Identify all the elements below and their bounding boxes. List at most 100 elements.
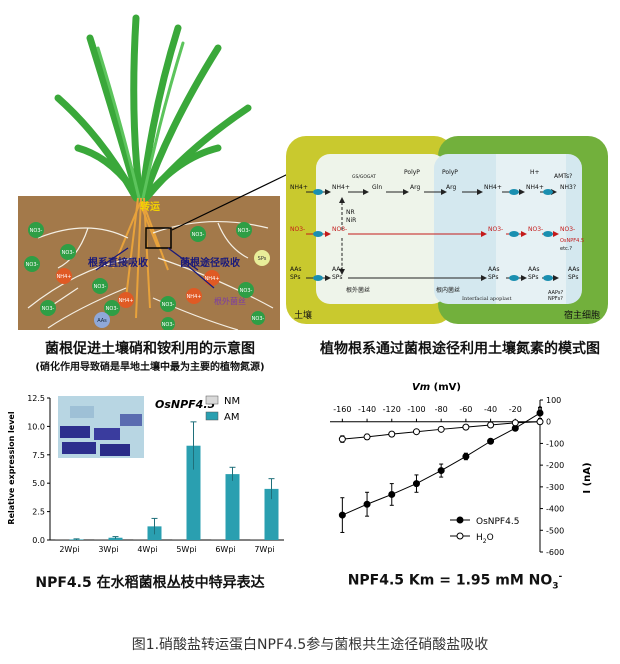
svg-text:NH4+: NH4+ <box>205 276 220 282</box>
svg-text:NH4+: NH4+ <box>57 274 72 280</box>
legend-label: NM <box>224 396 240 407</box>
svg-text:PolyP: PolyP <box>404 169 420 176</box>
data-point <box>536 409 544 417</box>
mycorrhiza-schematic: NO3- NO3- NO3- NH4+ NO3- NO3- NH4+ NO3- … <box>18 14 280 330</box>
data-point <box>462 423 470 431</box>
svg-text:NH4+: NH4+ <box>187 294 202 300</box>
y-tick-label: 0 <box>546 418 551 427</box>
svg-text:AAs: AAs <box>528 266 540 273</box>
bar-nm <box>211 539 226 541</box>
bar-am <box>264 488 279 540</box>
svg-text:NPFs?: NPFs? <box>548 296 563 302</box>
data-point <box>437 467 445 475</box>
svg-text:NO3-: NO3- <box>252 316 265 322</box>
svg-text:Arg: Arg <box>410 184 420 191</box>
y-tick-label: 100 <box>546 396 561 405</box>
y-tick-label: -300 <box>546 483 564 492</box>
svg-text:AAPs?: AAPs? <box>548 290 564 296</box>
legend-label: OsNPF4.5 <box>476 517 519 527</box>
y-axis-label: I (nA) <box>582 462 593 493</box>
nitrogen-pathway-model: NH4+ NH4+ GS/GOGAT Gln Arg Arg PolyP Pol… <box>286 136 608 324</box>
y-tick-label: -100 <box>546 439 564 448</box>
data-point <box>338 511 346 519</box>
data-point <box>412 428 420 436</box>
bar-am <box>186 445 201 540</box>
svg-text:SPs: SPs <box>290 274 300 281</box>
svg-text:NiR: NiR <box>346 217 356 224</box>
svg-text:NO3-: NO3- <box>62 250 75 256</box>
intra-hyphae-label: 根内菌丝 <box>436 286 460 294</box>
inset-title: OsNPF4.5 <box>155 398 216 411</box>
expression-bar-chart: Relative expression level 0.0 2.5 5.0 7.5 10… <box>7 394 284 554</box>
data-point <box>487 437 495 445</box>
svg-text:NO3-: NO3- <box>240 288 253 294</box>
host-cell-label: 宿主细胞 <box>564 309 600 321</box>
x-tick-label: -80 <box>435 405 448 414</box>
svg-text:NO3-: NO3- <box>106 306 119 312</box>
svg-text:PolyP: PolyP <box>442 169 458 176</box>
direct-uptake-label: 根系直接吸收 <box>88 256 148 269</box>
legend-swatch <box>205 395 219 405</box>
svg-text:NO3-: NO3- <box>42 306 55 312</box>
y-tick-label: 12.5 <box>27 394 45 403</box>
highlight-box <box>145 227 172 249</box>
data-point <box>511 419 519 427</box>
svg-text:SPs: SPs <box>528 274 538 281</box>
y-tick-label: 7.5 <box>32 451 45 460</box>
data-point <box>363 433 371 441</box>
hyphae-label: 根外菌丝 <box>346 286 370 294</box>
x-tick-label: 5Wpi <box>176 545 196 554</box>
soil-label: 土壤 <box>294 309 312 321</box>
panel-b-caption: 植物根系通过菌根途径利用土壤氮素的模式图 <box>320 341 600 357</box>
x-tick-label: -120 <box>383 405 401 414</box>
svg-text:NO3-: NO3- <box>488 226 503 233</box>
svg-text:NO3-: NO3- <box>560 226 575 233</box>
panel-a-subcaption: (硝化作用导致硝是旱地土壤中最为主要的植物氮源) <box>35 362 265 373</box>
ion-markers: NO3- NO3- NO3- NH4+ NO3- NO3- NH4+ NO3- … <box>24 222 270 330</box>
data-point <box>388 490 396 498</box>
x-tick-label: 2Wpi <box>59 545 79 554</box>
svg-text:SPs: SPs <box>488 274 498 281</box>
data-point <box>363 500 371 508</box>
svg-text:NH3?: NH3? <box>560 184 576 191</box>
x-tick-label: -20 <box>509 405 522 414</box>
svg-text:AAs: AAs <box>568 266 580 273</box>
legend-label: H2O <box>476 533 494 545</box>
svg-text:OsNPF4.5: OsNPF4.5 <box>560 238 584 244</box>
bar-nm <box>250 539 265 541</box>
y-tick-label: -400 <box>546 505 564 514</box>
x-tick-label: -100 <box>407 405 425 414</box>
data-point <box>462 452 470 460</box>
legend-marker <box>456 532 464 540</box>
x-tick-label: -60 <box>459 405 472 414</box>
svg-text:NO3-: NO3- <box>238 228 251 234</box>
legend-label: AM <box>224 412 239 423</box>
svg-text:NO3-: NO3- <box>162 322 175 328</box>
iv-curve-chart: Vm (mV) I (nA) -160 -140 -120 -100 -80 -60 -40… <box>330 382 593 557</box>
y-tick-label: 2.5 <box>32 508 45 517</box>
svg-text:NO3-: NO3- <box>30 228 43 234</box>
svg-text:NO3-: NO3- <box>528 226 543 233</box>
bar-nm <box>94 539 109 541</box>
x-tick-label: -160 <box>333 405 351 414</box>
x-tick-label: 7Wpi <box>254 545 274 554</box>
y-axis-label: Relative expression level <box>7 411 16 524</box>
svg-text:SPs: SPs <box>332 274 342 281</box>
svg-text:NH4+: NH4+ <box>119 298 134 304</box>
svg-text:H+: H+ <box>530 169 540 176</box>
x-tick-label: -140 <box>358 405 376 414</box>
data-point <box>487 421 495 429</box>
y-tick-label: 0.0 <box>32 536 45 545</box>
panel-a-caption: 菌根促进土壤硝和铵利用的示意图 <box>45 341 255 357</box>
data-point <box>536 418 544 426</box>
data-point <box>412 480 420 488</box>
svg-text:NR: NR <box>346 209 355 216</box>
bar-am <box>108 537 123 540</box>
panel-c-caption: NPF4.5 在水稻菌根丛枝中特异表达 <box>35 575 265 591</box>
bar-am <box>225 474 240 540</box>
bar-nm <box>172 539 187 541</box>
data-point <box>437 425 445 433</box>
svg-text:Arg: Arg <box>446 184 456 191</box>
svg-text:NH4+: NH4+ <box>484 184 502 191</box>
svg-text:AAs: AAs <box>97 318 107 324</box>
